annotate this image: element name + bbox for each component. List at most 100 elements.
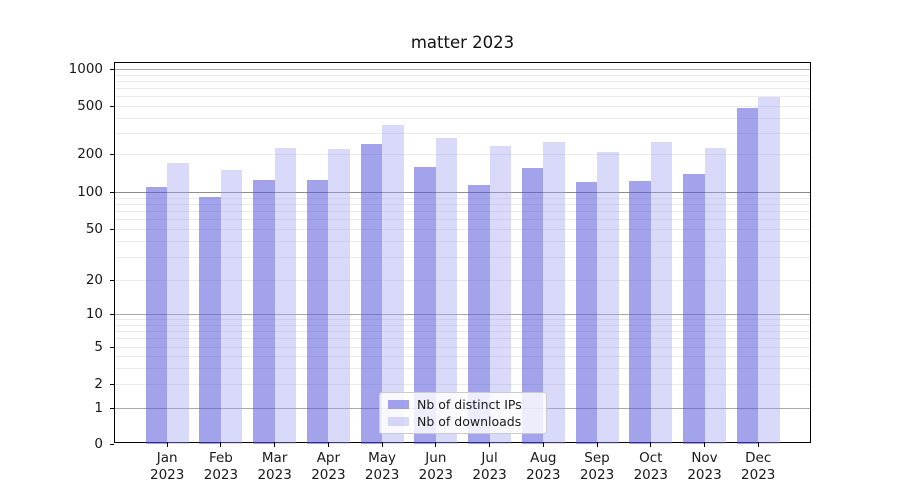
x-axis-tick-label: Oct 2023 [633, 450, 668, 483]
bar-distinct-ips [629, 180, 651, 444]
bar-downloads [650, 142, 673, 444]
y-axis-tick-label: 0 [94, 435, 103, 452]
bar-downloads [704, 148, 726, 444]
y-tick-mark [110, 229, 114, 230]
y-gridline-200 [115, 154, 810, 155]
x-axis-tick-label: Aug 2023 [526, 450, 561, 483]
y-axis-tick-label: 2 [94, 376, 103, 392]
minor-gridline [115, 211, 810, 213]
minor-gridline [115, 319, 810, 321]
legend-row: Nb of distinct IPs [388, 396, 538, 412]
bar-downloads [758, 97, 780, 444]
minor-gridline [115, 132, 810, 134]
y-gridline-500 [115, 106, 810, 107]
minor-gridline [115, 197, 810, 199]
bar-downloads [328, 149, 350, 444]
y-gridline-5 [115, 347, 810, 348]
minor-gridline [115, 324, 810, 326]
plot-area: 0 1 2 5 10 20 50 100 200 500 1000 Jan 2023 Feb 2023 M… [69, 61, 811, 483]
x-axis-tick-label: Sep 2023 [579, 450, 615, 483]
minor-gridline [115, 203, 810, 205]
bar-distinct-ips [736, 108, 759, 444]
bar-distinct-ips [575, 181, 598, 444]
y-axis-tick-label: 500 [77, 98, 103, 114]
bar-downloads [543, 142, 565, 444]
bar-distinct-ips [360, 144, 383, 444]
minor-gridline [115, 96, 810, 98]
bar-downloads [274, 147, 297, 444]
x-axis-tick-label: Feb 2023 [203, 450, 239, 483]
legend-label-distinct-ips: Nb of distinct IPs [417, 396, 522, 412]
minor-gridline [115, 241, 810, 243]
y-tick-mark [110, 407, 114, 409]
legend-label-downloads: Nb of downloads [417, 413, 522, 429]
minor-gridline [115, 74, 810, 76]
y-tick-mark [110, 106, 114, 107]
x-axis-tick-label: Mar 2023 [257, 450, 292, 483]
y-tick-mark [110, 384, 114, 385]
y-gridline-10 [115, 314, 810, 315]
x-axis-tick-label: Jul 2023 [472, 450, 507, 483]
y-axis-tick-label: 10 [85, 306, 103, 322]
y-tick-mark [110, 154, 114, 155]
y-tick-mark [110, 192, 114, 193]
legend: Nb of distinct IPs Nb of downloads [379, 392, 547, 434]
legend-row: Nb of downloads [388, 413, 538, 429]
y-axis-tick-label: 100 [77, 184, 103, 200]
y-axis-tick-label: 5 [94, 339, 103, 355]
y-axis-tick-label: 200 [77, 146, 103, 162]
x-axis-tick-label: Jun 2023 [418, 450, 454, 483]
bar-distinct-ips [683, 173, 705, 444]
y-tick-mark [110, 69, 114, 70]
y-gridline-2 [115, 384, 810, 385]
minor-gridline [115, 367, 810, 369]
bar-downloads [597, 152, 619, 444]
x-axis-tick-label: Jan 2023 [150, 450, 185, 483]
minor-gridline [115, 257, 810, 259]
x-tick-mark [166, 442, 168, 447]
bar-distinct-ips [306, 179, 329, 444]
x-axis-tick-label: Apr 2023 [311, 450, 346, 483]
bar-downloads [435, 138, 458, 444]
x-tick-mark [650, 442, 652, 447]
legend-swatch-distinct-ips [388, 400, 409, 409]
x-axis-tick-label: Dec 2023 [741, 450, 776, 483]
x-tick-mark [274, 442, 276, 447]
y-gridline-50 [115, 229, 810, 230]
minor-gridline [115, 117, 810, 119]
x-tick-mark [220, 442, 222, 447]
minor-gridline [115, 330, 810, 332]
minor-gridline [115, 356, 810, 357]
bar-distinct-ips [145, 186, 168, 444]
x-axis-tick-label: May 2023 [364, 450, 400, 483]
minor-gridline [115, 219, 810, 221]
minor-gridline [115, 338, 810, 340]
minor-gridline [115, 80, 810, 82]
bar-distinct-ips [414, 167, 436, 444]
bar-distinct-ips [199, 197, 221, 444]
y-axis-tick-label: 1 [94, 399, 103, 416]
bar-downloads [167, 162, 189, 444]
bar-distinct-ips [521, 168, 544, 444]
y-axis-tick-label: 50 [85, 221, 103, 237]
x-tick-mark [542, 442, 544, 447]
y-tick-mark [110, 443, 114, 445]
y-gridline-1000 [115, 69, 810, 70]
x-tick-mark [435, 442, 437, 447]
y-tick-mark [110, 314, 114, 315]
y-tick-mark [110, 347, 114, 348]
bar-distinct-ips [468, 184, 490, 444]
x-tick-mark [704, 442, 705, 447]
x-axis-tick-label: Nov 2023 [687, 450, 722, 483]
minor-gridline [115, 88, 810, 90]
x-tick-mark [381, 442, 383, 447]
legend-swatch-downloads [388, 417, 409, 426]
y-gridline-100 [115, 192, 810, 193]
x-tick-mark [596, 442, 598, 447]
x-tick-mark [327, 442, 329, 447]
y-gridline-20 [115, 280, 810, 281]
bar-distinct-ips [253, 179, 275, 444]
bar-downloads [220, 169, 243, 444]
y-tick-mark [110, 280, 114, 281]
